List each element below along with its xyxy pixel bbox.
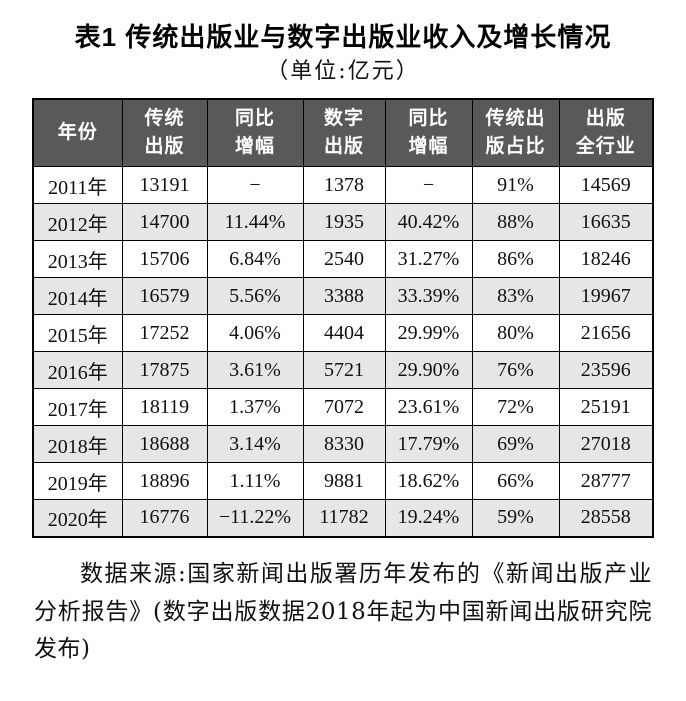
value-cell: 1.37% (206, 388, 304, 427)
table-row: 2011年 13191−1378−91% 14569 (32, 166, 654, 205)
value-cell: 27018 (558, 425, 654, 464)
col-header-yoy-growth-digital: 同比 增幅 (384, 98, 473, 168)
value-cell: 8330 (302, 425, 386, 464)
year-cell: 2017年 (32, 388, 123, 427)
col-header-yoy-growth-traditional: 同比 增幅 (206, 98, 304, 168)
value-cell: 14569 (558, 166, 654, 205)
value-cell: 91% (471, 166, 560, 205)
value-cell: 9881 (302, 462, 386, 501)
value-cell: 1378 (302, 166, 386, 205)
year-cell: 2020年 (32, 499, 123, 538)
value-cell: 72% (471, 388, 560, 427)
value-cell: 2540 (302, 240, 386, 279)
value-cell: 3388 (302, 277, 386, 316)
value-cell: 1.11% (206, 462, 304, 501)
value-cell: 80% (471, 314, 560, 353)
value-cell: 23596 (558, 351, 654, 390)
col-header-traditional-publishing: 传统 出版 (121, 98, 208, 168)
value-cell: − (384, 166, 473, 205)
value-cell: 66% (471, 462, 560, 501)
year-cell: 2019年 (32, 462, 123, 501)
data-source-note: 数据来源:国家新闻出版署历年发布的《新闻出版产业分析报告》(数字出版数据2018… (34, 560, 652, 663)
year-cell: 2013年 (32, 240, 123, 279)
value-cell: 19967 (558, 277, 654, 316)
value-cell: 4404 (302, 314, 386, 353)
value-cell: 17252 (121, 314, 208, 353)
col-header-digital-publishing: 数字 出版 (302, 98, 386, 168)
table-unit-label: （单位:亿元） (266, 59, 420, 85)
table-row: 2014年 16579 5.56% 3388 33.39% 83% 19967 (32, 277, 654, 316)
value-cell: 23.61% (384, 388, 473, 427)
table-row: 2012年 14700 11.44% 1935 40.42% 88% 16635 (32, 203, 654, 242)
value-cell: 33.39% (384, 277, 473, 316)
value-cell: 11782 (302, 499, 386, 538)
value-cell: 18688 (121, 425, 208, 464)
value-cell: 16579 (121, 277, 208, 316)
table-caption: 表1 传统出版业与数字出版业收入及增长情况 (74, 22, 612, 52)
value-cell: 16635 (558, 203, 654, 242)
table-row: 2019年 18896 1.11% 9881 18.62% 66% 28777 (32, 462, 654, 501)
value-cell: 11.44% (206, 203, 304, 242)
year-cell: 2011年 (32, 166, 123, 205)
value-cell: 5721 (302, 351, 386, 390)
value-cell: 4.06% (206, 314, 304, 353)
value-cell: 25191 (558, 388, 654, 427)
value-cell: 17875 (121, 351, 208, 390)
value-cell: 69% (471, 425, 560, 464)
header-row: 年份 传统 出版 同比 增幅 数字 出版 同比 增幅 传统出 版占比 出版 全行… (32, 98, 654, 168)
value-cell: 21656 (558, 314, 654, 353)
value-cell: 7072 (302, 388, 386, 427)
value-cell: 86% (471, 240, 560, 279)
col-header-traditional-share: 传统出 版占比 (471, 98, 560, 168)
table-row: 2017年 18119 1.37% 7072 23.61% 72% 25191 (32, 388, 654, 427)
value-cell: 13191 (121, 166, 208, 205)
col-header-year: 年份 (32, 98, 123, 168)
value-cell: 31.27% (384, 240, 473, 279)
value-cell: 5.56% (206, 277, 304, 316)
value-cell: 18896 (121, 462, 208, 501)
value-cell: 88% (471, 203, 560, 242)
table-row: 2015年 17252 4.06% 4404 29.99% 80% 21656 (32, 314, 654, 353)
value-cell: 19.24% (384, 499, 473, 538)
value-cell: 3.61% (206, 351, 304, 390)
value-cell: 28777 (558, 462, 654, 501)
table-row: 2013年 15706 6.84% 2540 31.27% 86% 18246 (32, 240, 654, 279)
year-cell: 2014年 (32, 277, 123, 316)
value-cell: 18119 (121, 388, 208, 427)
value-cell: 18.62% (384, 462, 473, 501)
year-cell: 2016年 (32, 351, 123, 390)
value-cell: 28558 (558, 499, 654, 538)
value-cell: 29.99% (384, 314, 473, 353)
table-row: 2018年 18688 3.14% 8330 17.79% 69% 27018 (32, 425, 654, 464)
year-cell: 2018年 (32, 425, 123, 464)
table-row: 2016年 17875 3.61% 5721 29.90% 76% 23596 (32, 351, 654, 390)
table-row: 2020年 16776 −11.22% 11782 19.24% 59% 28558 (32, 499, 654, 538)
value-cell: 14700 (121, 203, 208, 242)
year-cell: 2015年 (32, 314, 123, 353)
value-cell: 76% (471, 351, 560, 390)
value-cell: 6.84% (206, 240, 304, 279)
value-cell: 59% (471, 499, 560, 538)
value-cell: 3.14% (206, 425, 304, 464)
value-cell: 1935 (302, 203, 386, 242)
value-cell: 16776 (121, 499, 208, 538)
value-cell: 15706 (121, 240, 208, 279)
value-cell: 29.90% (384, 351, 473, 390)
value-cell: 17.79% (384, 425, 473, 464)
value-cell: − (206, 166, 304, 205)
value-cell: 40.42% (384, 203, 473, 242)
publishing-revenue-table: 年份 传统 出版 同比 增幅 数字 出版 同比 增幅 传统出 版占比 出版 全行… (32, 97, 654, 538)
value-cell: −11.22% (206, 499, 304, 538)
value-cell: 18246 (558, 240, 654, 279)
value-cell: 83% (471, 277, 560, 316)
year-cell: 2012年 (32, 203, 123, 242)
col-header-whole-industry: 出版 全行业 (558, 98, 654, 168)
